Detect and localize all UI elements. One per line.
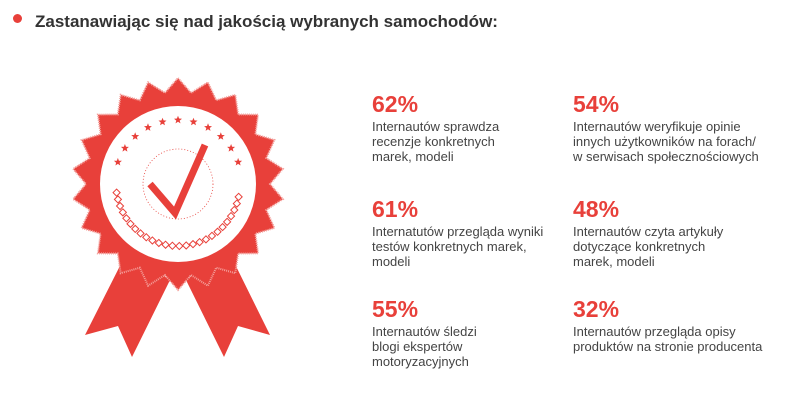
dotted-circle xyxy=(142,148,214,220)
diamond-icon xyxy=(195,237,204,247)
stat-text: Internatutów przegląda wyniki testów kon… xyxy=(372,224,544,269)
diamond-icon xyxy=(175,241,184,251)
award-rosette-icon xyxy=(71,76,285,357)
star-icon xyxy=(113,157,122,166)
diamond-icon xyxy=(234,192,243,202)
diamond-icon xyxy=(131,224,140,234)
diamond-icon xyxy=(112,188,121,197)
stat-value: 48% xyxy=(573,196,620,222)
stat-item: 55% Internautów śledzi blogi ekspertów m… xyxy=(372,296,572,369)
page-title: Zastanawiając się nad jakością wybranych… xyxy=(35,12,498,31)
rosette-center xyxy=(100,106,256,262)
stat-text: Internautów śledzi blogi ekspertów motor… xyxy=(372,324,477,369)
diamond-icon xyxy=(230,205,239,215)
diamond-chain-icon xyxy=(112,188,243,251)
stat-item: 48% Internautów czyta artykuły dotyczące… xyxy=(573,196,773,269)
stat-value: 54% xyxy=(573,91,620,117)
diamond-icon xyxy=(201,235,211,244)
diamond-icon xyxy=(136,229,145,238)
checkmark-icon xyxy=(147,143,209,220)
diamond-icon xyxy=(181,241,191,250)
diamond-icon xyxy=(161,240,170,249)
stat-item: 61% Internatutów przegląda wyniki testów… xyxy=(372,196,572,269)
diamond-icon xyxy=(126,219,135,229)
stat-text: Internautów przegląda opisy produktów na… xyxy=(573,324,763,354)
stat-value: 62% xyxy=(372,91,419,117)
diamond-icon xyxy=(188,239,198,249)
stat-text: Internautów sprawdza recenzje konkretnyc… xyxy=(372,119,500,164)
star-icon xyxy=(158,117,167,126)
star-icon xyxy=(174,115,182,124)
star-icon xyxy=(227,144,236,152)
title-bullet-icon xyxy=(13,14,22,23)
star-icon xyxy=(234,157,243,166)
stat-value: 32% xyxy=(573,296,620,322)
star-icon xyxy=(204,123,212,131)
diamond-icon xyxy=(142,233,151,242)
diamond-icon xyxy=(168,241,177,250)
diamond-icon xyxy=(222,217,232,227)
stat-value: 55% xyxy=(372,296,419,322)
diamond-icon xyxy=(226,211,236,221)
diamond-icon xyxy=(122,214,131,223)
diamond-icon xyxy=(115,201,125,211)
diamond-icon xyxy=(213,227,222,237)
stat-text: Internautów weryfikuje opinie innych uży… xyxy=(573,119,759,164)
stat-item: 54% Internautów weryfikuje opinie innych… xyxy=(573,91,773,164)
diamond-icon xyxy=(113,195,123,204)
star-icon xyxy=(131,132,140,140)
star-icon xyxy=(216,132,225,140)
star-icon xyxy=(144,123,152,131)
star-icon xyxy=(120,144,129,152)
stat-value: 61% xyxy=(372,196,419,222)
diamond-icon xyxy=(154,238,164,248)
stars-icon xyxy=(113,115,243,166)
diamond-icon xyxy=(118,208,128,217)
diamond-icon xyxy=(207,231,217,241)
diamond-icon xyxy=(148,236,157,245)
diamond-icon xyxy=(232,199,242,208)
star-icon xyxy=(189,117,198,126)
stat-item: 62% Internautów sprawdza recenzje konkre… xyxy=(372,91,572,164)
stat-text: Internautów czyta artykuły dotyczące kon… xyxy=(573,224,724,269)
diamond-icon xyxy=(218,222,227,232)
stat-item: 32% Internautów przegląda opisy produktó… xyxy=(573,296,773,354)
